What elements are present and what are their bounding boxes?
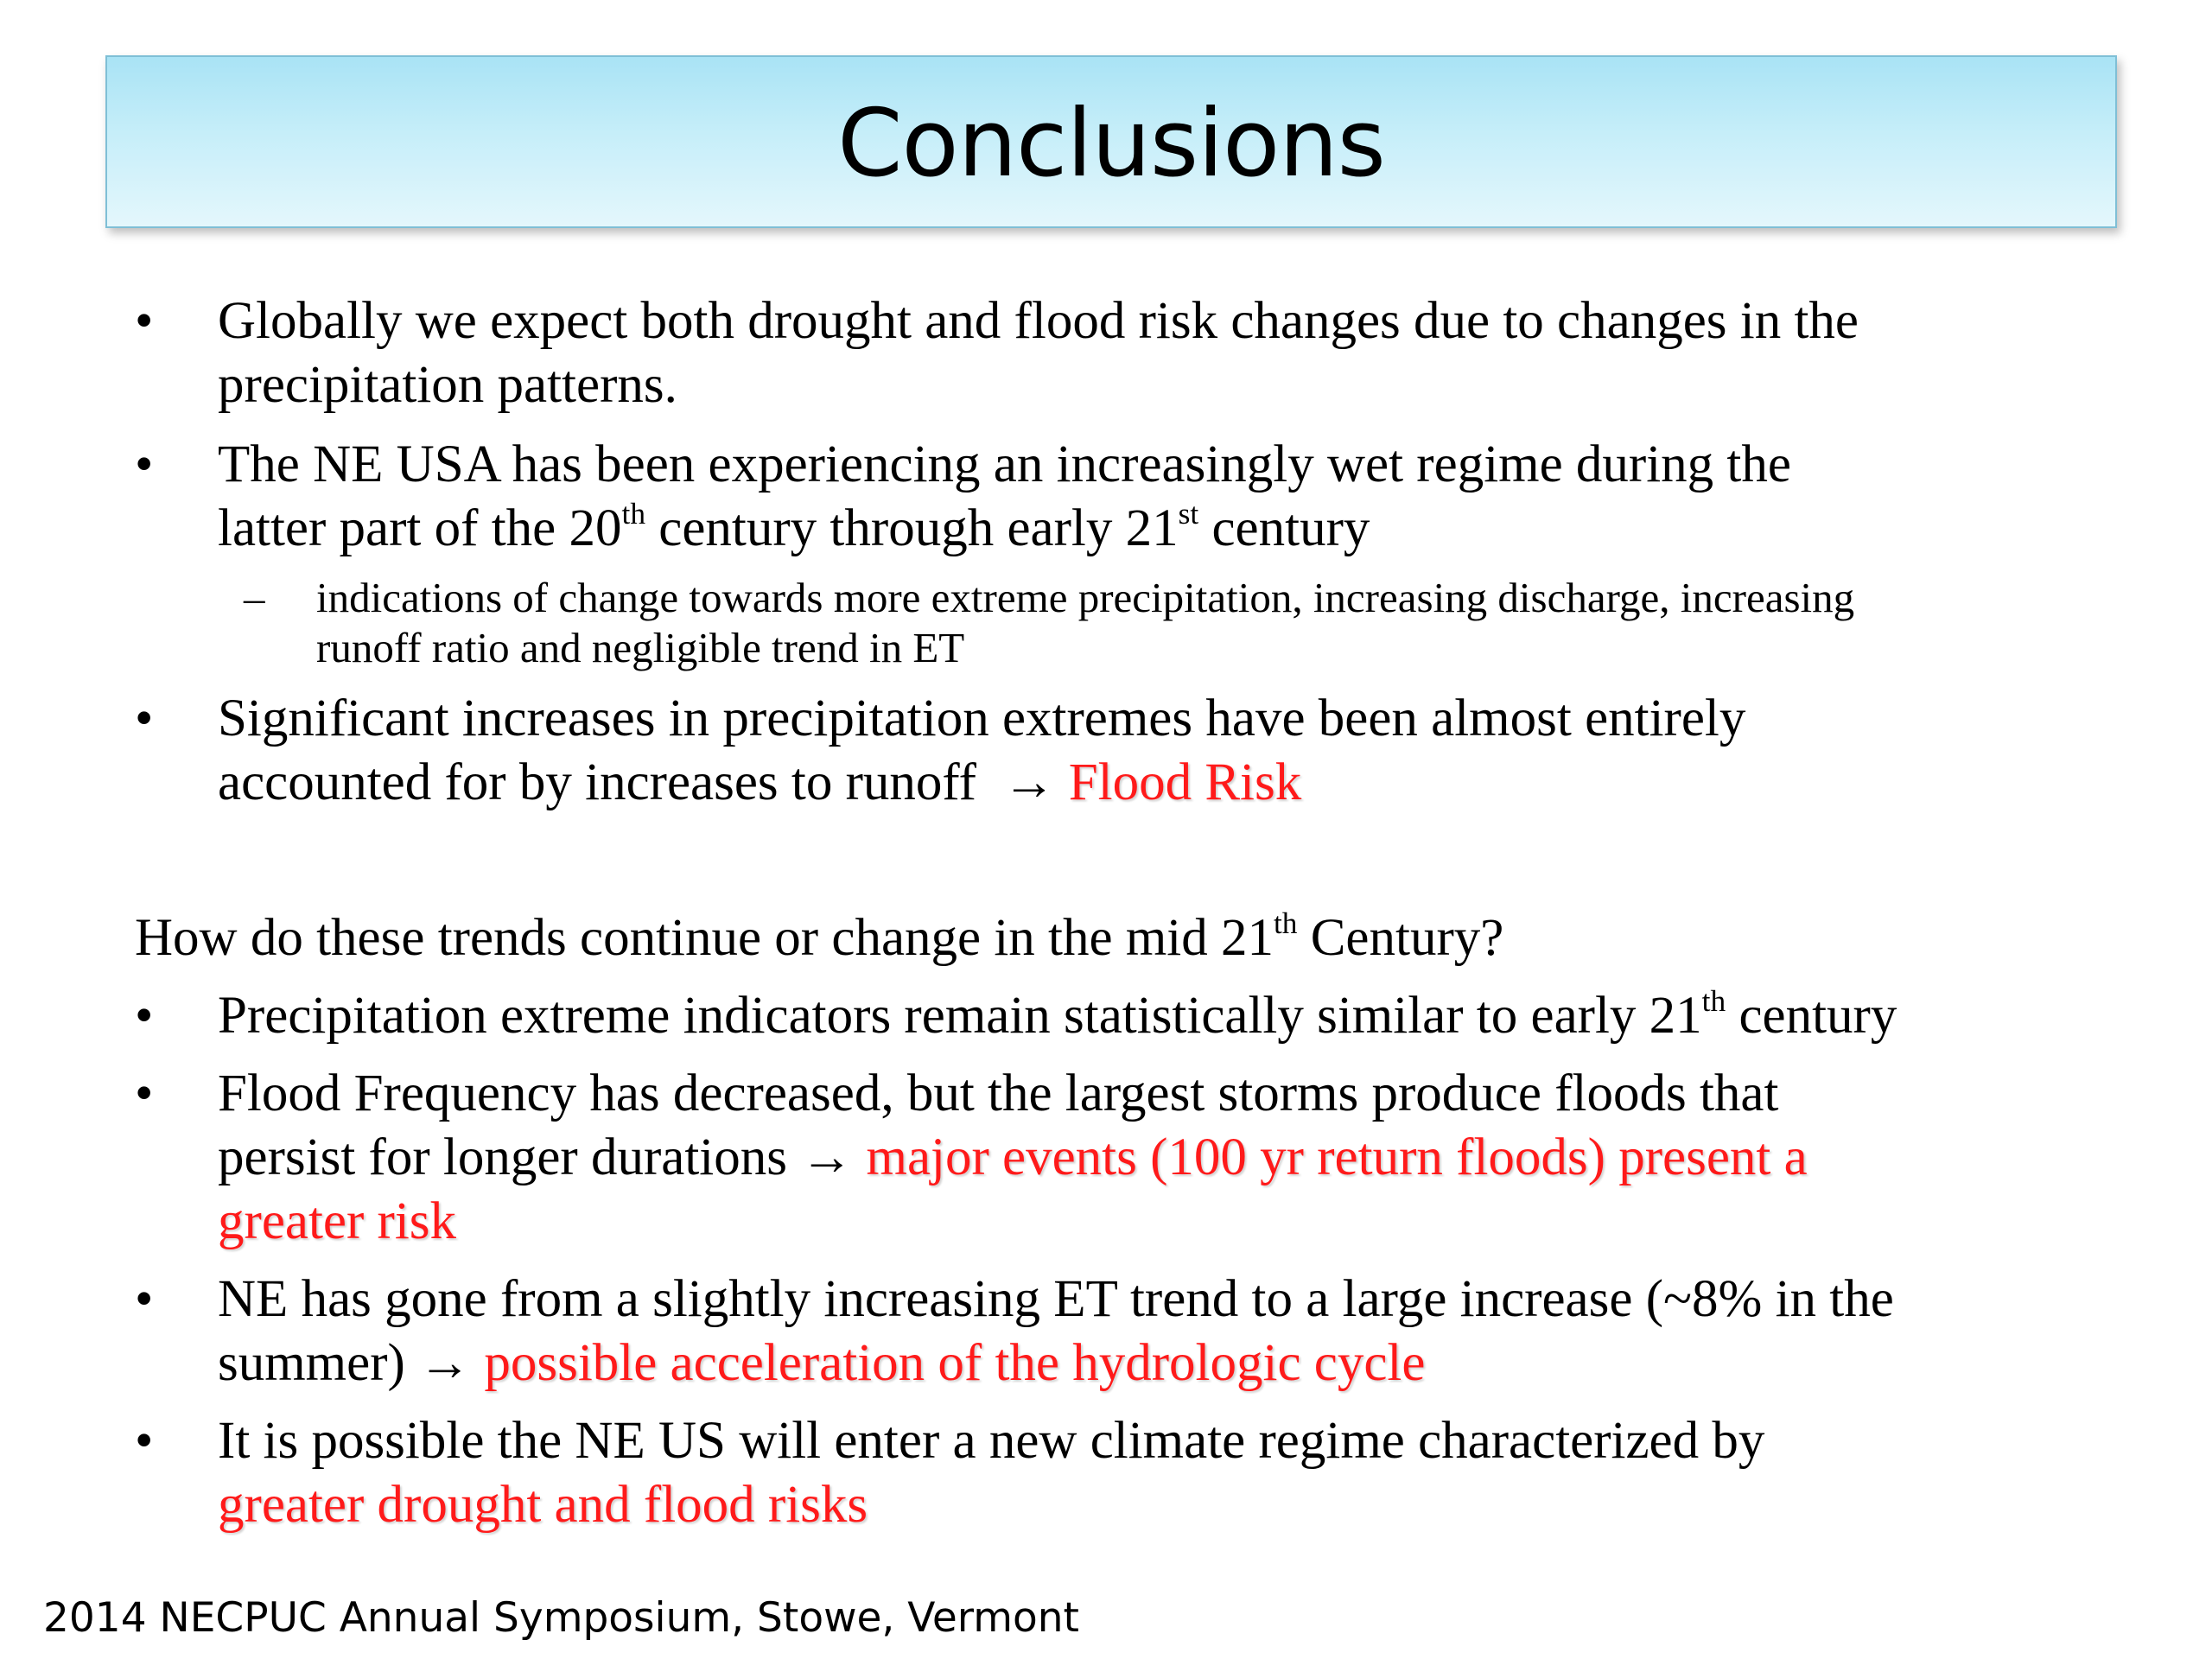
slide-footer: 2014 NECPUC Annual Symposium, Stowe, Ver… — [43, 1594, 1079, 1642]
bullet-dot: • — [135, 292, 154, 350]
superscript: st — [1178, 496, 1199, 531]
text-span: century — [1726, 987, 1897, 1045]
text-span: Century? — [1297, 909, 1504, 967]
question-line: How do these trends continue or change i… — [135, 906, 1503, 970]
bullet-1-line-1: Globally we expect both drought and floo… — [218, 292, 1859, 350]
answer-3-line-1: NE has gone from a slightly increasing E… — [218, 1270, 1894, 1328]
sub-bullet-dash: – — [244, 574, 265, 621]
answer-4-line-1: It is possible the NE US will enter a ne… — [218, 1412, 1765, 1470]
answer-2-line-1: Flood Frequency has decreased, but the l… — [218, 1065, 1779, 1122]
answer-1-line-1: Precipitation extreme indicators remain … — [218, 984, 1897, 1048]
answer-4-line-2: greater drought and flood risks — [218, 1476, 868, 1534]
bullet-dot: • — [135, 987, 154, 1045]
emphasis-text: Flood Risk — [1068, 753, 1302, 811]
bullet-2-line-2: latter part of the 20th century through … — [218, 497, 1370, 561]
emphasis-text: possible acceleration of the hydrologic … — [484, 1334, 1426, 1392]
superscript: th — [621, 496, 646, 531]
text-span: century through early 21 — [645, 499, 1179, 557]
answer-2-line-2: persist for longer durations → major eve… — [218, 1126, 1808, 1190]
text-span: How do these trends continue or change i… — [135, 909, 1274, 967]
answer-2-line-3: greater risk — [218, 1192, 457, 1250]
slide-title: Conclusions — [837, 89, 1386, 198]
bullet-dot: • — [135, 1412, 154, 1470]
text-span: Precipitation extreme indicators remain … — [218, 987, 1702, 1045]
sub-bullet-line-1: indications of change towards more extre… — [316, 574, 1855, 621]
text-span: latter part of the 20 — [218, 499, 622, 557]
bullet-3-line-1: Significant increases in precipitation e… — [218, 690, 1746, 747]
superscript: th — [1273, 906, 1298, 941]
bullet-dot: • — [135, 435, 154, 493]
text-span: persist for longer durations → — [218, 1128, 867, 1186]
text-span: century — [1198, 499, 1370, 557]
superscript: th — [1701, 983, 1726, 1019]
title-bar: Conclusions — [105, 55, 2117, 228]
text-span: accounted for by increases to runoff → — [218, 753, 1069, 811]
sub-bullet-line-2: runoff ratio and negligible trend in ET — [316, 624, 965, 671]
bullet-1-line-2: precipitation patterns. — [218, 356, 677, 414]
bullet-2-line-1: The NE USA has been experiencing an incr… — [218, 435, 1791, 493]
bullet-3-line-2: accounted for by increases to runoff → F… — [218, 751, 1301, 815]
bullet-dot: • — [135, 1270, 154, 1328]
bullet-dot: • — [135, 690, 154, 747]
answer-3-line-2: summer) → possible acceleration of the h… — [218, 1332, 1425, 1395]
text-span: summer) → — [218, 1334, 485, 1392]
bullet-dot: • — [135, 1065, 154, 1122]
emphasis-text: major events (100 yr return floods) pres… — [866, 1128, 1808, 1186]
